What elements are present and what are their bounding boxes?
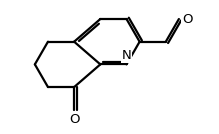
Text: O: O <box>69 113 79 126</box>
Text: N: N <box>122 49 131 62</box>
Text: O: O <box>182 12 193 25</box>
